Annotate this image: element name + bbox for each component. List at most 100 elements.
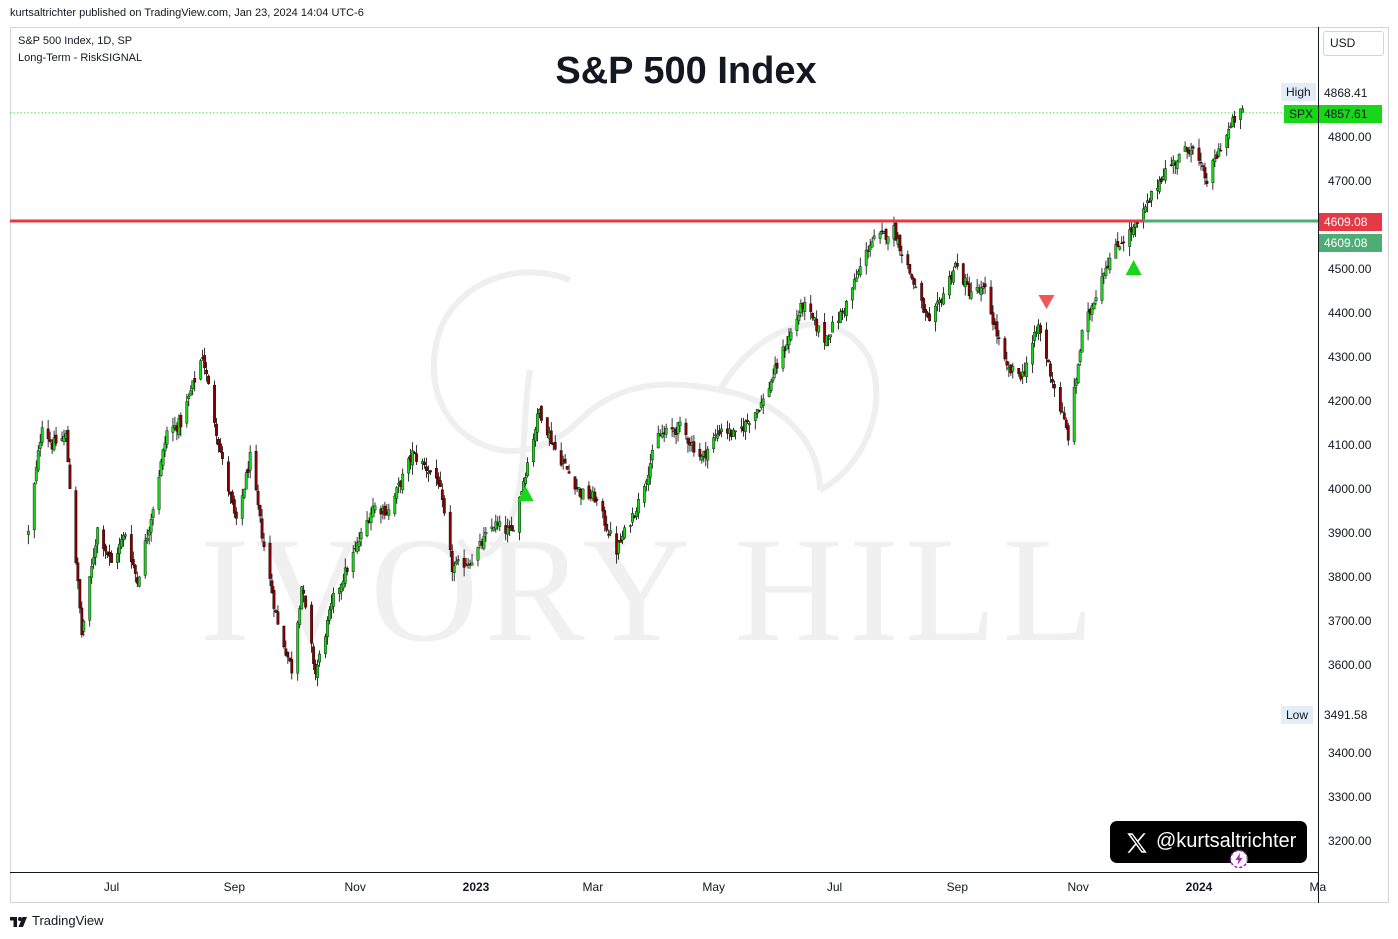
time-tick-label: Mar [582, 880, 604, 894]
down-candle [310, 604, 313, 644]
down-candle [272, 590, 276, 609]
up-candle [118, 543, 121, 554]
down-candle [967, 283, 971, 296]
up-candle [1177, 154, 1181, 163]
up-candle [318, 653, 321, 663]
up-candle [1163, 168, 1167, 181]
down-candle [1122, 241, 1126, 244]
down-candle [894, 222, 898, 241]
up-candle [1094, 297, 1098, 302]
up-candle [577, 487, 581, 490]
price-plot[interactable] [10, 27, 1318, 872]
down-candle [1003, 338, 1007, 360]
high-label: High [1281, 83, 1316, 101]
up-candle [664, 427, 668, 435]
price-axis-border [1318, 27, 1319, 903]
up-candle [732, 429, 735, 437]
down-candle [545, 417, 549, 436]
down-candle [68, 464, 72, 489]
down-candle [1201, 165, 1205, 167]
down-candle [246, 468, 250, 473]
down-candle [1233, 116, 1237, 123]
buy-signal-marker [517, 486, 534, 501]
down-candle [745, 419, 749, 422]
price-tick-label: 3700.00 [1328, 614, 1372, 628]
up-candle [1229, 125, 1233, 129]
up-candle [1144, 206, 1147, 213]
down-candle [78, 579, 82, 609]
currency-button[interactable]: USD [1323, 31, 1384, 56]
up-candle [781, 346, 785, 369]
up-candle [191, 380, 195, 390]
up-candle [850, 287, 854, 301]
symbol-legend[interactable]: S&P 500 Index, 1D, SP [18, 35, 133, 47]
up-candle [357, 541, 361, 547]
up-candle [803, 301, 807, 312]
up-candle [147, 530, 151, 536]
up-candle [454, 561, 458, 565]
up-candle [476, 547, 480, 561]
up-candle [161, 449, 165, 466]
up-candle [163, 442, 167, 452]
up-candle [324, 636, 327, 654]
up-candle [532, 439, 535, 463]
up-candle [157, 476, 161, 510]
up-candle [1076, 364, 1080, 383]
up-candle [482, 535, 486, 549]
up-candle [886, 236, 890, 244]
level-lines [10, 112, 1318, 223]
up-candle [1128, 229, 1132, 247]
up-candle [975, 287, 979, 291]
down-candle [912, 278, 916, 285]
down-candle [260, 518, 264, 539]
up-candle [355, 542, 359, 552]
down-candle [928, 313, 932, 322]
down-candle [983, 283, 987, 288]
up-candle [1090, 305, 1094, 315]
down-candle [434, 467, 438, 479]
up-candle [817, 325, 821, 333]
down-candle [258, 504, 262, 517]
down-candle [900, 254, 904, 256]
up-candle [369, 512, 373, 523]
up-candle [1025, 362, 1029, 377]
price-tick-label: 4400.00 [1328, 306, 1372, 320]
up-candle [316, 664, 319, 678]
down-candle [133, 565, 137, 574]
up-candle [951, 270, 955, 283]
tradingview-logo[interactable]: TradingView [10, 913, 104, 928]
down-candle [270, 580, 274, 594]
up-candle [1114, 244, 1118, 259]
lightning-icon[interactable] [1229, 849, 1249, 869]
down-candle [605, 523, 609, 531]
up-candle [494, 521, 498, 530]
social-handle[interactable]: @kurtsaltrichter [1156, 830, 1297, 852]
up-candle [407, 458, 411, 474]
low-label: Low [1281, 706, 1314, 724]
social-badge[interactable]: @kurtsaltrichter [1110, 821, 1307, 863]
up-candle [1104, 267, 1108, 276]
up-candle [872, 235, 876, 239]
up-candle [1011, 366, 1015, 372]
up-candle [62, 436, 66, 442]
chart-title: S&P 500 Index [555, 50, 817, 92]
up-candle [248, 452, 252, 471]
down-candle [1049, 363, 1052, 377]
indicator-legend[interactable]: Long-Term - RiskSIGNAL [18, 52, 143, 64]
up-candle [650, 450, 654, 461]
down-candle [48, 439, 52, 442]
up-candle [1118, 246, 1122, 250]
up-candle [646, 474, 650, 485]
down-candle [1062, 412, 1066, 420]
down-candle [603, 510, 607, 526]
up-candle [145, 537, 149, 542]
down-candle [104, 545, 107, 552]
up-candle [648, 463, 652, 478]
down-candle [607, 533, 611, 536]
down-candle [757, 410, 761, 412]
up-candle [341, 580, 345, 589]
down-candle [286, 651, 290, 658]
down-candle [450, 550, 454, 573]
down-candle [991, 312, 995, 325]
up-candle [771, 377, 775, 381]
